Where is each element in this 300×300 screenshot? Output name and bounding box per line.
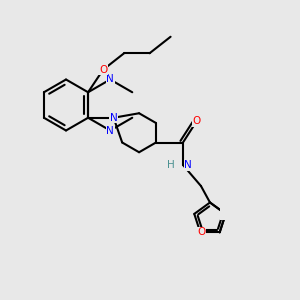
Text: N: N — [106, 74, 114, 85]
Text: N: N — [184, 160, 192, 170]
Text: N: N — [106, 125, 114, 136]
Text: N: N — [110, 113, 118, 123]
Text: H: H — [167, 160, 175, 170]
Text: O: O — [198, 227, 206, 237]
Text: O: O — [192, 116, 201, 127]
Text: O: O — [221, 209, 230, 219]
Text: O: O — [221, 209, 230, 219]
Text: O: O — [99, 65, 107, 75]
